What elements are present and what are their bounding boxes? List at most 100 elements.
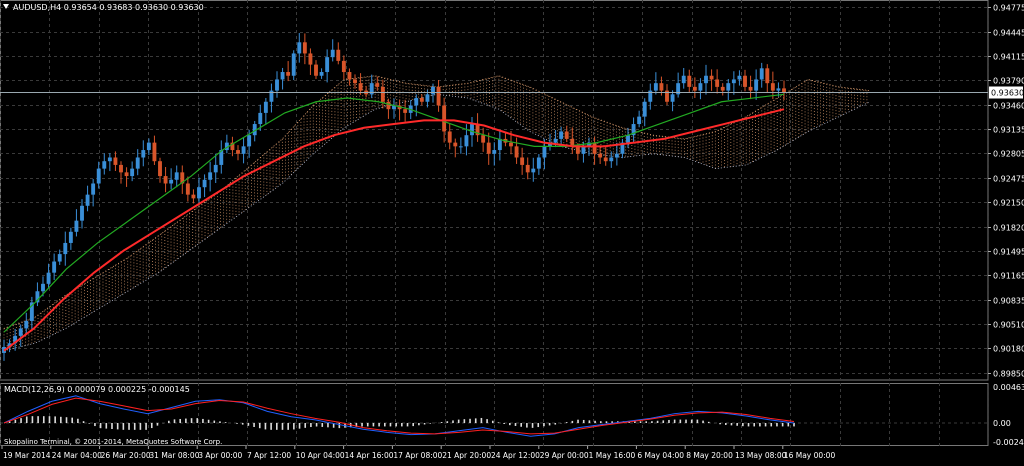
- candle-body: [336, 49, 341, 61]
- candle-body: [731, 79, 736, 84]
- candle-body: [375, 83, 380, 87]
- candle-body: [13, 335, 18, 344]
- candle-body: [709, 75, 714, 80]
- candle-body: [414, 98, 419, 106]
- x-tick-label: 24 Mar 04:00: [52, 451, 102, 460]
- candle-body: [341, 60, 346, 73]
- candle-body: [224, 142, 229, 151]
- candle-body: [325, 57, 330, 73]
- candle-body: [509, 142, 513, 147]
- cloud-lower-line: [3, 93, 871, 352]
- candle-body: [481, 135, 486, 143]
- candle-body: [676, 83, 681, 95]
- red-moving-average: [3, 108, 785, 352]
- x-tick-label: 16 May 00:00: [784, 451, 836, 460]
- candle-body: [269, 90, 274, 102]
- candle-body: [681, 75, 686, 84]
- candle-body: [626, 135, 630, 143]
- y-tick-label: 0.90510: [993, 321, 1024, 330]
- candle-body: [308, 53, 313, 65]
- candle-body: [698, 83, 703, 91]
- candle-body: [737, 75, 742, 80]
- candle-body: [297, 42, 302, 54]
- candle-body: [74, 220, 79, 232]
- candle-body: [124, 172, 129, 177]
- candle-body: [146, 142, 151, 151]
- candle-body: [7, 343, 12, 347]
- candle-body: [252, 124, 257, 136]
- candle-body: [208, 172, 213, 180]
- x-tick-label: 13 May 08:00: [735, 451, 787, 460]
- candle-body: [581, 146, 586, 154]
- y-tick-label: 0.91165: [993, 272, 1024, 281]
- candle-body: [536, 157, 541, 169]
- candle-body: [743, 75, 747, 87]
- candle-body: [425, 94, 430, 102]
- x-tick-label: 17 Apr 08:00: [393, 451, 442, 460]
- green-moving-average: [3, 93, 785, 333]
- candle-body: [29, 302, 34, 321]
- candle-body: [191, 194, 196, 199]
- candle-body: [152, 142, 157, 162]
- candle-body: [570, 138, 575, 147]
- x-tick-label: 24 Apr 12:00: [491, 451, 540, 460]
- x-tick-label: 3 Apr 00:00: [198, 451, 242, 460]
- candle-body: [119, 164, 123, 173]
- candle-body: [46, 272, 51, 284]
- candle-body: [587, 142, 591, 147]
- y-tick-label: 0.89850: [993, 370, 1024, 379]
- candle-body: [715, 79, 720, 87]
- candle-body: [553, 138, 558, 143]
- y-tick-label: 0.93460: [993, 102, 1024, 111]
- y-tick-label: 0.92150: [993, 199, 1024, 208]
- candle-body: [63, 242, 68, 255]
- candle-body: [659, 83, 664, 91]
- y-tick-label: 0.90835: [993, 297, 1024, 306]
- symbol-dropdown-icon[interactable]: [3, 4, 9, 9]
- macd-y-tick-label: -0.002447: [993, 438, 1024, 447]
- candle-body: [386, 101, 391, 110]
- candle-body: [631, 124, 636, 136]
- candle-body: [230, 142, 235, 151]
- candle-body: [330, 49, 335, 58]
- candle-body: [392, 105, 396, 110]
- candle-body: [436, 86, 441, 106]
- x-tick-label: 14 Apr 16:00: [345, 451, 394, 460]
- y-tick-label: 0.91495: [993, 248, 1024, 257]
- candle-body: [18, 328, 23, 336]
- candle-body: [174, 172, 179, 180]
- current-price-tag: [989, 86, 1023, 99]
- candle-body: [280, 72, 285, 80]
- candle-body: [497, 138, 502, 151]
- candle-body: [609, 157, 614, 162]
- candle-body: [213, 164, 218, 173]
- candle-body: [475, 124, 480, 136]
- candle-body: [592, 142, 597, 154]
- candle-body: [275, 79, 279, 91]
- candle-body: [637, 116, 642, 125]
- candle-body: [236, 150, 240, 154]
- candle-body: [720, 86, 725, 91]
- x-tick-label: 21 Apr 20:00: [442, 451, 491, 460]
- candle-body: [241, 146, 246, 154]
- y-tick-label: 0.93790: [993, 77, 1024, 86]
- candle-body: [107, 157, 112, 162]
- y-tick-label: 0.91820: [993, 224, 1024, 233]
- candle-body: [770, 83, 775, 91]
- candle-body: [464, 135, 469, 147]
- candle-body: [453, 142, 458, 147]
- candle-body: [531, 168, 536, 173]
- candle-body: [247, 135, 252, 147]
- candle-body: [598, 153, 603, 158]
- candle-body: [130, 168, 135, 177]
- candle-body: [57, 254, 62, 262]
- candle-body: [314, 64, 318, 76]
- candle-body: [726, 83, 731, 91]
- macd-line: [3, 395, 795, 437]
- candle-body: [614, 153, 619, 158]
- candle-body: [782, 88, 786, 93]
- candle-body: [648, 90, 653, 102]
